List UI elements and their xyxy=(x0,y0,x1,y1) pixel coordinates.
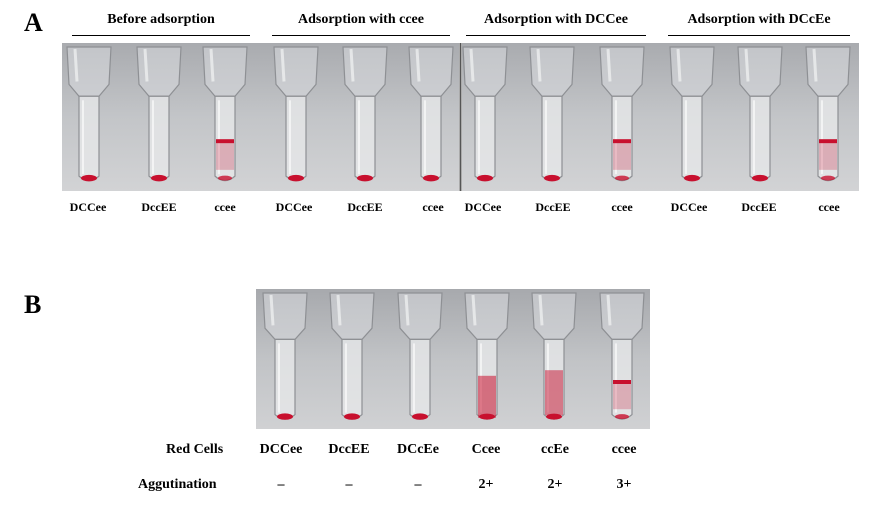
tube-label-a12: ccee xyxy=(818,200,840,214)
panel-a-tube-11 xyxy=(737,46,783,182)
panel-a-tube-12 xyxy=(805,46,851,182)
tube-label-a10: DCCee xyxy=(670,200,708,214)
agglutination-4: 2+ xyxy=(478,477,494,492)
group-rule-4 xyxy=(668,35,850,36)
group-title-4: Adsorption with DCcEe xyxy=(687,12,831,27)
panel-b-letter: B xyxy=(24,290,42,319)
panel-a-tube-5 xyxy=(342,46,388,182)
row-header-red-cells: Red Cells xyxy=(166,442,224,457)
cell-name-4: Ccee xyxy=(471,442,501,457)
agglutination-1: – xyxy=(277,477,285,492)
group-rule-2 xyxy=(272,35,450,36)
panel-a-tube-1 xyxy=(66,46,112,182)
panel-b-tube-1 xyxy=(262,292,308,420)
group-title-3: Adsorption with DCCee xyxy=(484,12,628,27)
cell-name-5: ccEe xyxy=(541,442,569,457)
cell-name-1: DCCee xyxy=(259,442,303,457)
tube-label-a3: ccee xyxy=(214,200,236,214)
tube-label-a5: DccEE xyxy=(347,200,383,214)
tube-label-a8: DccEE xyxy=(535,200,571,214)
panel-b-tube-4 xyxy=(464,292,510,420)
cell-name-6: ccee xyxy=(611,442,637,457)
panel-b-photo xyxy=(256,289,650,429)
cell-name-2: DccEE xyxy=(328,442,370,457)
panel-b-tube-3 xyxy=(397,292,443,420)
panel-a-tube-9 xyxy=(599,46,645,182)
panel-b-tube-6 xyxy=(599,292,645,420)
panel-a-tube-2 xyxy=(136,46,182,182)
agglutination-6: 3+ xyxy=(616,477,632,492)
group-title-1: Before adsorption xyxy=(107,12,215,27)
panel-a-tube-7 xyxy=(462,46,508,182)
group-rule-1 xyxy=(72,35,250,36)
group-title-2: Adsorption with ccee xyxy=(298,12,424,27)
agglutination-2: – xyxy=(345,477,353,492)
row-header-agglutination: Aggutination xyxy=(138,477,217,492)
panel-a-tube-6 xyxy=(408,46,454,182)
tube-label-a4: DCCee xyxy=(275,200,313,214)
panel-a-tube-3 xyxy=(202,46,248,182)
panel-a-tube-4 xyxy=(273,46,319,182)
tube-label-a11: DccEE xyxy=(741,200,777,214)
agglutination-3: – xyxy=(414,477,422,492)
cell-name-3: DCcEe xyxy=(397,442,439,457)
agglutination-5: 2+ xyxy=(547,477,563,492)
panel-a-tube-10 xyxy=(669,46,715,182)
tube-label-a1: DCCee xyxy=(69,200,107,214)
panel-b-tube-2 xyxy=(329,292,375,420)
panel-b-tube-5 xyxy=(531,292,577,420)
tube-label-a6: ccee xyxy=(422,200,444,214)
group-rule-3 xyxy=(466,35,646,36)
tube-label-a2: DccEE xyxy=(141,200,177,214)
panel-a-tube-8 xyxy=(529,46,575,182)
tube-label-a7: DCCee xyxy=(464,200,502,214)
tube-label-a9: ccee xyxy=(611,200,633,214)
panel-a-letter: A xyxy=(24,8,43,37)
panel-a-photo xyxy=(62,43,859,191)
